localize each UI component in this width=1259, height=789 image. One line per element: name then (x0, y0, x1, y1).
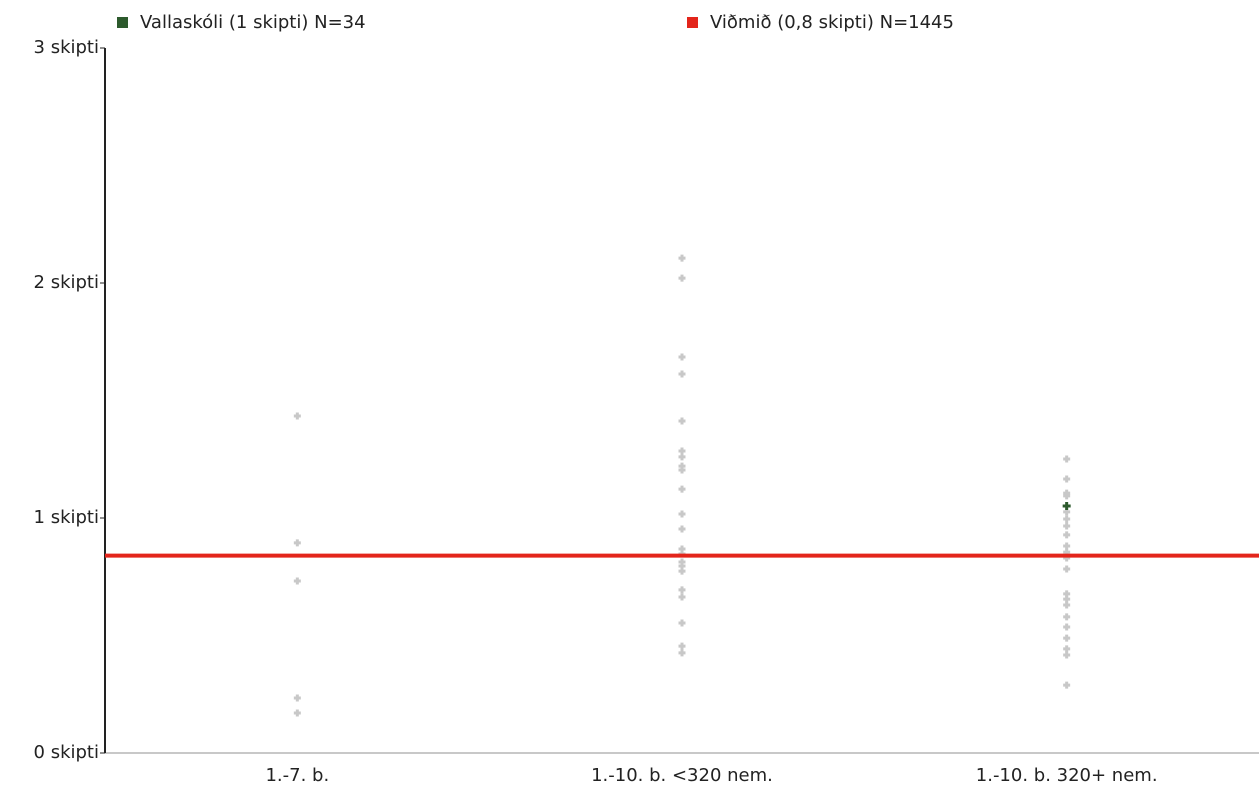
point (678, 619, 686, 627)
y-tick-label: 2 skipti (34, 272, 99, 293)
point (678, 567, 686, 575)
point (678, 642, 686, 650)
point (678, 370, 686, 378)
point (1063, 613, 1071, 621)
point (678, 485, 686, 493)
point (293, 412, 301, 420)
point (678, 586, 686, 594)
y-tick-label: 3 skipti (34, 37, 99, 58)
point (1063, 531, 1071, 539)
point (293, 709, 301, 717)
point (293, 694, 301, 702)
legend-swatch (687, 17, 698, 28)
point (1063, 565, 1071, 573)
point (1063, 651, 1071, 659)
point (1063, 681, 1071, 689)
point (678, 525, 686, 533)
point (678, 447, 686, 455)
point (678, 510, 686, 518)
legend-label: Vallaskóli (1 skipti) N=34 (140, 12, 366, 33)
y-tick-label: 1 skipti (34, 507, 99, 528)
legend-swatch (117, 17, 128, 28)
legend-label: Viðmið (0,8 skipti) N=1445 (710, 12, 954, 33)
point (293, 577, 301, 585)
point (1063, 475, 1071, 483)
x-tick-label: 1.-7. b. (265, 765, 329, 786)
highlight-point (1062, 502, 1071, 511)
point (678, 466, 686, 474)
point (1063, 595, 1071, 603)
point (293, 539, 301, 547)
point (1063, 623, 1071, 631)
x-tick-label: 1.-10. b. 320+ nem. (976, 765, 1158, 786)
point (1063, 601, 1071, 609)
point (1063, 515, 1071, 523)
point (678, 254, 686, 262)
point (1063, 455, 1071, 463)
point (1063, 645, 1071, 653)
x-tick-label: 1.-10. b. <320 nem. (591, 765, 773, 786)
point (678, 649, 686, 657)
point (1063, 492, 1071, 500)
point (678, 593, 686, 601)
point (678, 274, 686, 282)
point (678, 417, 686, 425)
point (1063, 542, 1071, 550)
point (1063, 634, 1071, 642)
y-tick-label: 0 skipti (34, 742, 99, 763)
point (678, 353, 686, 361)
point (1063, 522, 1071, 530)
point (678, 453, 686, 461)
